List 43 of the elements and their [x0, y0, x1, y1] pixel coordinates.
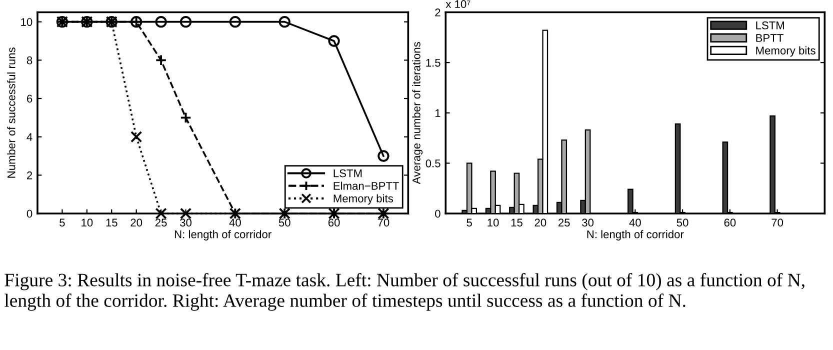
x-tick-label: 20	[130, 218, 142, 227]
x-tick-label: 30	[180, 218, 192, 227]
y-tick-label: 0.5	[426, 159, 440, 168]
y-tick-label: 0	[26, 210, 32, 218]
x-tick-label: 25	[558, 218, 570, 227]
x-tick-label: 70	[772, 218, 784, 227]
y-tick-label: 0	[435, 210, 440, 218]
x-tick-label: 40	[229, 218, 241, 227]
legend-label: LSTM	[756, 21, 784, 30]
x-tick-label: 60	[328, 218, 340, 227]
x-tick-label: 30	[582, 218, 594, 227]
x-tick-label: 15	[106, 218, 118, 227]
x-tick-label: 50	[676, 218, 688, 227]
x-tick-label: 10	[488, 218, 499, 227]
y-axis-title: Number of successful runs	[7, 48, 16, 178]
y-tick-label: 2	[27, 171, 32, 180]
x-tick-label: 15	[511, 218, 522, 227]
x-axis-title: N: length of corridor	[587, 230, 684, 240]
legend-label: Memory bits	[756, 46, 816, 57]
x-tick-label: 70	[378, 218, 390, 227]
x-tick-label: 10	[82, 218, 93, 227]
y-tick-label: 10	[21, 18, 32, 26]
y-tick-label: 8	[26, 56, 32, 64]
legend-label: LSTM	[334, 169, 362, 178]
text: x 10⁷	[446, 0, 470, 8]
legend-label: Memory bits	[334, 194, 394, 205]
x-tick-label: 25	[155, 218, 167, 227]
y-tick-label: 1	[435, 109, 440, 117]
y-axis-title: Average number of iterations	[412, 42, 423, 184]
legend-label: Elman−BPTT	[334, 182, 400, 190]
x-tick-label: 50	[278, 218, 290, 227]
legend-label: BPTT	[756, 34, 784, 42]
y-tick-label: 6	[27, 94, 32, 103]
caption: Figure 3: Results in noise-free T-maze task. Left: Number of successful runs (out of 10) as a function of N, length of the corridor. Right: Average number of timesteps until success as a function of N.	[4, 273, 804, 311]
y-tick-label: 4	[26, 133, 32, 141]
x-tick-label: 20	[534, 218, 546, 227]
x-axis-title: N: length of corridor	[174, 230, 272, 240]
y-tick-label: 2	[435, 8, 440, 16]
x-tick-label: 5	[60, 218, 65, 227]
x-tick-label: 60	[724, 218, 736, 227]
x-tick-label: 5	[466, 218, 472, 227]
y-tick-label: 1.5	[426, 58, 440, 67]
x-tick-label: 40	[629, 218, 641, 227]
